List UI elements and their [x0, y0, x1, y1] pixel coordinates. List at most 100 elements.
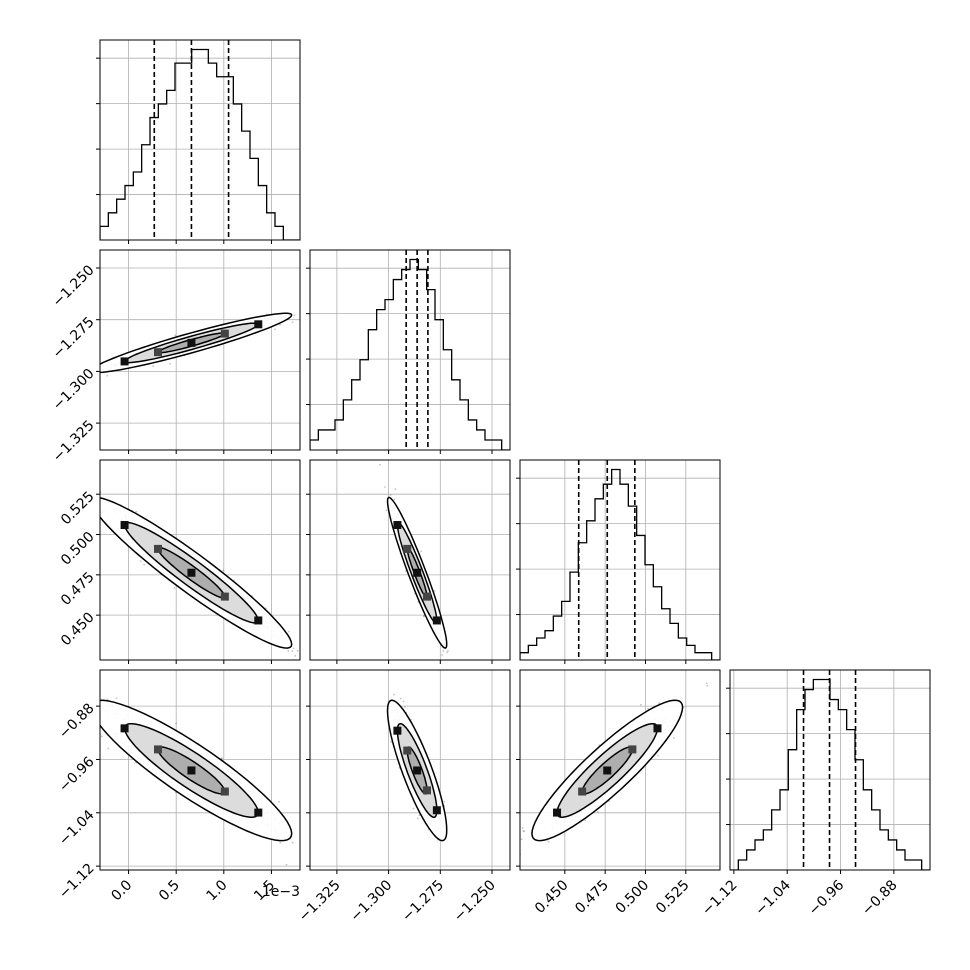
scatter-point [79, 489, 81, 491]
scatter-point [152, 365, 155, 368]
y-tick-label: −1.325 [50, 417, 98, 465]
scatter-point [135, 510, 138, 513]
scatter-point [393, 693, 395, 696]
density-cell [254, 616, 263, 625]
scatter-point [385, 509, 388, 512]
density-cell [413, 568, 422, 577]
scatter-point [285, 863, 288, 866]
scatter-point [404, 570, 407, 572]
density-cell [154, 745, 162, 754]
panel-frame [99, 459, 301, 661]
y-tick-label: 0.475 [58, 569, 98, 609]
scatter-point [278, 800, 280, 803]
y-tick-label: −1.250 [50, 262, 98, 310]
scatter-point [79, 481, 81, 483]
density-cell [187, 338, 196, 347]
density-cell [403, 746, 412, 755]
hist-panel-2 [516, 459, 721, 664]
hist-step-2 [520, 468, 720, 660]
hist-step-0 [100, 48, 300, 240]
scatter-point [278, 323, 281, 326]
scatter-point [95, 503, 97, 505]
scatter-panel-3-1: −1.325 −1.300 −1.275 −1.250 [296, 669, 511, 925]
scatter-point [443, 800, 446, 803]
scatter-point [173, 587, 176, 589]
scatter-point [95, 489, 97, 491]
panel-frame [309, 459, 511, 661]
scatter-point [389, 494, 392, 496]
scatter-point [301, 832, 303, 834]
scatter-point [301, 654, 303, 656]
panel-frame [309, 249, 511, 451]
density-cell [432, 806, 441, 815]
panel-frame [99, 249, 301, 451]
scatter-point [403, 705, 406, 708]
density-cell [413, 766, 422, 775]
y-tick-label: 0.500 [58, 529, 98, 569]
scatter-point [422, 615, 425, 618]
x-tick-label: −1.250 [451, 877, 499, 925]
y-tick-label: −0.96 [56, 754, 98, 796]
scatter-point [402, 700, 405, 703]
scatter-point [379, 463, 381, 466]
scatter-point [61, 374, 63, 376]
scatter-point [143, 563, 146, 566]
scatter-point [394, 488, 397, 491]
density-cell [254, 808, 263, 817]
scatter-point [85, 512, 87, 514]
y-tick-label: 0.525 [58, 489, 98, 529]
y-tick-label: 0.450 [58, 610, 98, 650]
scatter-point [547, 841, 550, 843]
density-cell [120, 724, 129, 733]
panel-frame [99, 39, 301, 241]
scatter-point [447, 650, 449, 652]
panel-frame [99, 669, 301, 871]
scatter-point [383, 486, 386, 488]
scatter-point [420, 550, 423, 553]
density-cell [403, 544, 412, 553]
hist-panel-0 [96, 39, 301, 244]
scatter-point [279, 841, 282, 844]
y-tick-label: −1.275 [50, 314, 98, 362]
density-cell [154, 348, 162, 357]
scatter-panel-3-0: 0.0 0.5 1.0 1.5−1.12−1.04−0.96−0.88 [56, 669, 352, 904]
scatter-point [399, 697, 402, 700]
scatter-point [441, 654, 443, 656]
hist-step-1 [310, 258, 510, 450]
density-cell [120, 357, 129, 366]
scatter-point [291, 841, 294, 844]
panel-frame [519, 459, 721, 661]
scatter-point [169, 362, 172, 365]
scatter-point [115, 697, 118, 700]
panel-frame [309, 669, 511, 871]
scatter-point [656, 754, 659, 757]
scatter-point [350, 880, 352, 882]
scatter-point [221, 757, 223, 760]
x-tick-label: −1.300 [347, 877, 395, 925]
scatter-point [222, 569, 225, 572]
scatter-point [92, 512, 94, 514]
density-cell [154, 544, 162, 553]
scatter-point [390, 741, 392, 744]
scatter-point [291, 321, 294, 324]
scatter-point [107, 747, 110, 750]
scatter-point [433, 590, 436, 592]
scatter-point [296, 666, 298, 668]
density-cell [187, 568, 196, 577]
density-cell [393, 521, 402, 530]
y-tick-label: −0.88 [56, 700, 98, 742]
density-cell [432, 616, 441, 625]
x-tick-label: 0.5 [156, 877, 183, 904]
density-cell [220, 329, 229, 338]
scatter-point [174, 334, 177, 337]
scatter-point [106, 374, 109, 377]
scatter-point [417, 817, 419, 820]
scatter-point [658, 702, 660, 705]
density-cell [423, 592, 432, 601]
scatter-point [308, 306, 310, 308]
scatter-point [296, 649, 299, 652]
y-tick-label: −1.300 [50, 366, 98, 414]
scatter-point [96, 518, 98, 520]
scatter-point [106, 698, 109, 701]
